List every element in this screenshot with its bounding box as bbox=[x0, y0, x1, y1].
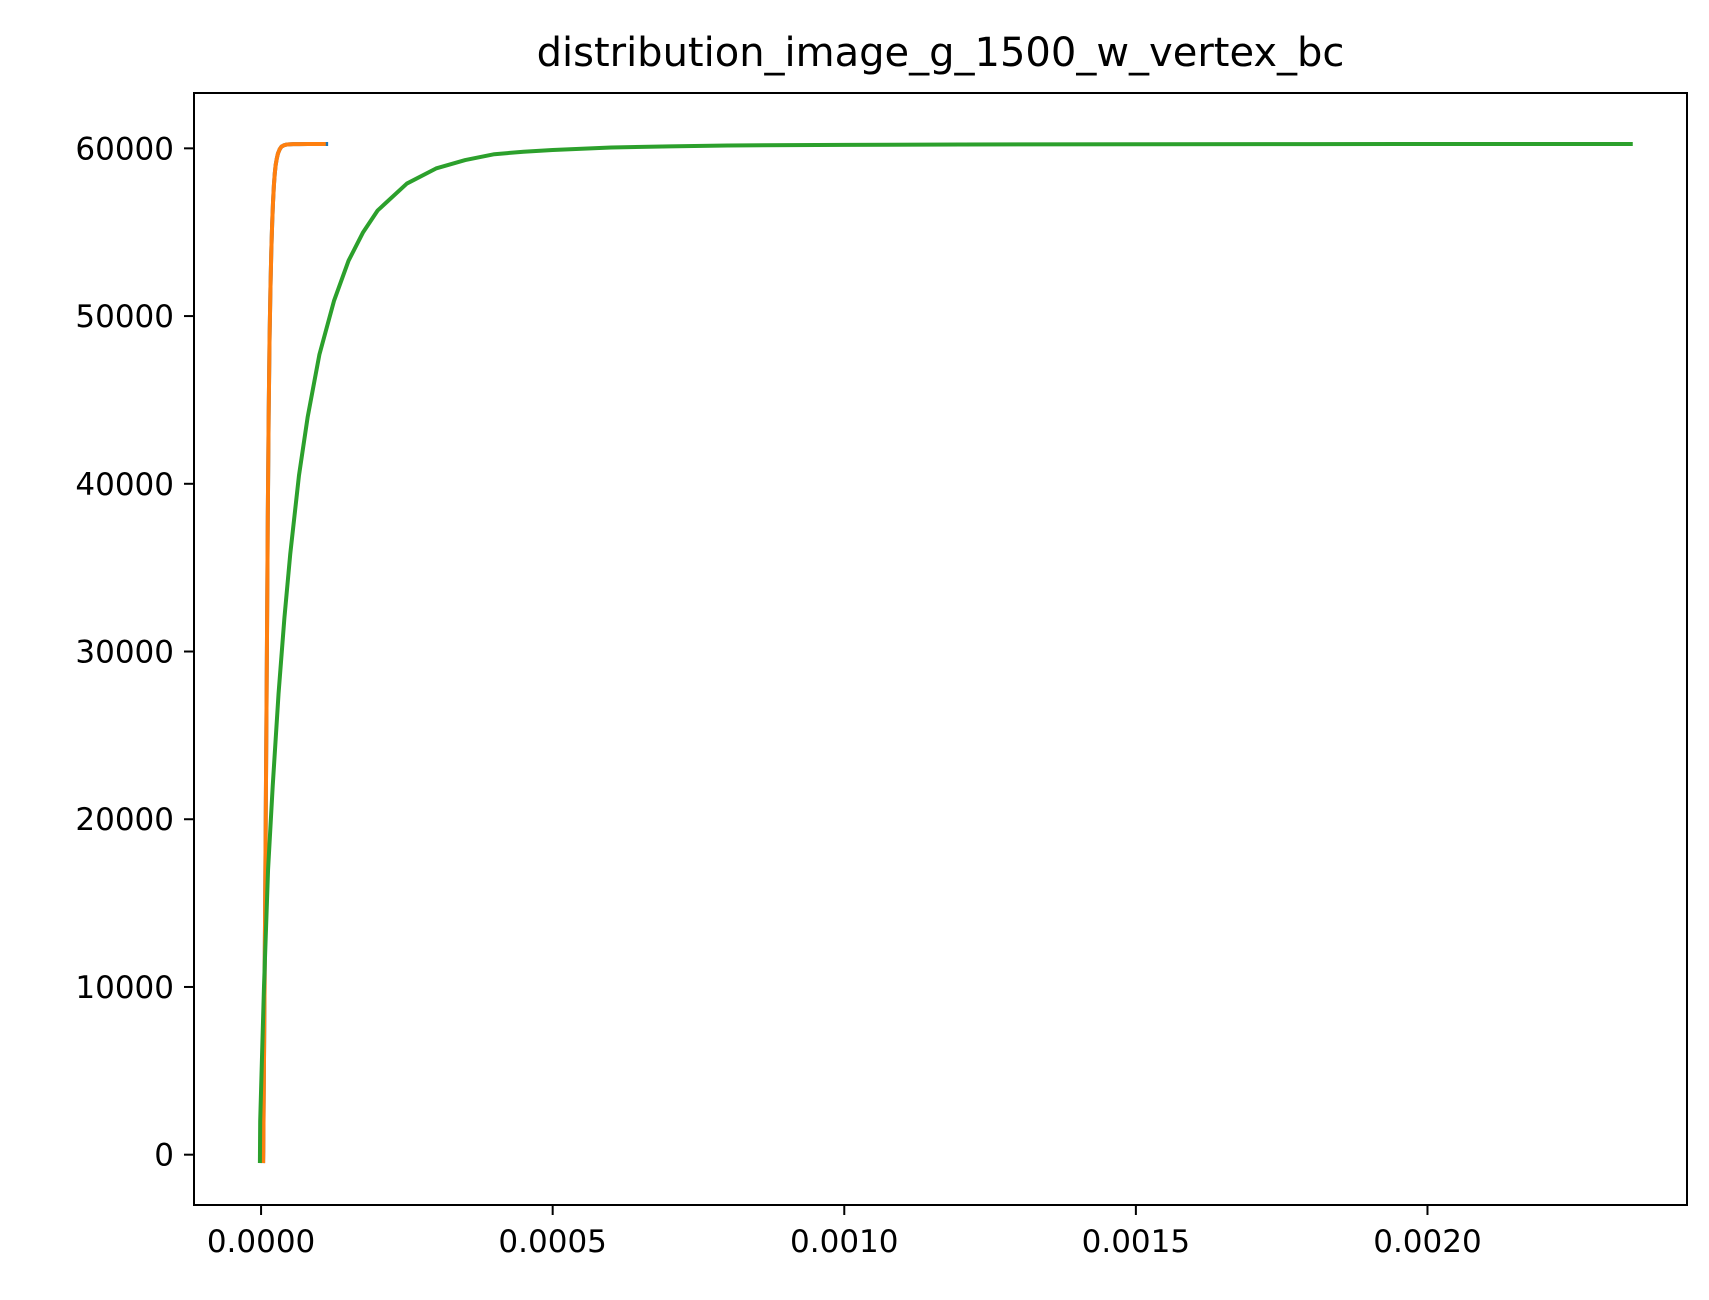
x-tick-label: 0.0000 bbox=[207, 1224, 315, 1260]
series-line-3 bbox=[257, 141, 1633, 1164]
x-axis: 0.0000 0.0005 0.0010 0.0015 0.0020 bbox=[207, 1205, 1482, 1260]
x-tick-label: 0.0015 bbox=[1082, 1224, 1190, 1260]
chart-title: distribution_image_g_1500_w_vertex_bc bbox=[537, 30, 1345, 76]
y-tick-label: 40000 bbox=[75, 467, 174, 503]
x-tick-label: 0.0005 bbox=[498, 1224, 606, 1260]
y-tick-label: 20000 bbox=[75, 802, 174, 838]
y-tick-label: 30000 bbox=[75, 635, 174, 671]
x-tick-label: 0.0020 bbox=[1373, 1224, 1481, 1260]
series-layer bbox=[257, 141, 1633, 1164]
x-tick-label: 0.0010 bbox=[790, 1224, 898, 1260]
y-tick-label: 0 bbox=[154, 1138, 174, 1174]
plot-frame bbox=[193, 92, 1688, 1206]
y-tick-label: 60000 bbox=[75, 131, 174, 167]
y-tick-label: 10000 bbox=[75, 970, 174, 1006]
y-axis: 0 10000 20000 30000 40000 50000 60000 bbox=[75, 131, 194, 1174]
y-tick-label: 50000 bbox=[75, 299, 174, 335]
series-line-2 bbox=[261, 141, 326, 1164]
